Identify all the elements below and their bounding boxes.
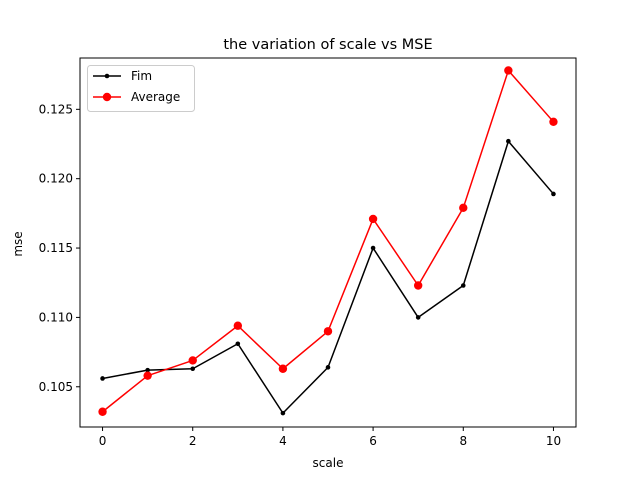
legend-box xyxy=(87,65,195,112)
plot-area xyxy=(79,57,577,428)
y-tick-label: 0.115 xyxy=(39,241,73,255)
y-tick-label: 0.110 xyxy=(39,310,73,324)
data-point-average xyxy=(233,321,243,330)
legend: Fim Average xyxy=(87,65,195,112)
data-point-fim xyxy=(460,283,466,288)
data-point-average xyxy=(504,66,513,75)
data-point-fim xyxy=(506,138,511,144)
y-axis-label: mse xyxy=(11,231,25,256)
x-axis-label: scale xyxy=(313,456,344,470)
data-point-average xyxy=(278,364,288,373)
data-point-fim xyxy=(325,365,331,370)
x-axis-ticks: 0 2 4 6 8 10 xyxy=(99,427,561,448)
data-point-average xyxy=(98,407,107,416)
x-tick-label: 8 xyxy=(459,434,467,448)
data-point-average xyxy=(188,356,197,365)
y-tick-label: 0.105 xyxy=(39,380,73,394)
x-tick-label: 2 xyxy=(189,434,197,448)
data-point-fim xyxy=(415,315,421,320)
data-point-average xyxy=(459,203,468,213)
data-point-fim xyxy=(280,410,286,416)
y-axis-ticks: 0.105 0.110 0.115 0.120 0.125 xyxy=(39,102,80,394)
data-point-average xyxy=(368,214,378,224)
data-point-fim xyxy=(370,245,376,251)
y-tick-label: 0.125 xyxy=(39,102,73,116)
axes-frame xyxy=(79,57,577,428)
data-point-fim xyxy=(551,191,556,197)
data-point-fim xyxy=(100,376,105,381)
x-tick-label: 4 xyxy=(279,434,287,448)
data-point-average xyxy=(413,281,423,290)
y-tick-label: 0.120 xyxy=(39,172,73,186)
legend-marker-fim xyxy=(104,73,110,79)
data-point-average xyxy=(323,327,333,336)
chart-title: the variation of scale vs MSE xyxy=(223,37,432,53)
x-tick-label: 6 xyxy=(369,434,377,448)
x-tick-label: 0 xyxy=(99,434,107,448)
legend-label-fim: Fim xyxy=(131,69,152,83)
data-point-fim xyxy=(235,341,241,347)
x-tick-label: 10 xyxy=(546,434,561,448)
legend-marker-average xyxy=(102,92,112,102)
data-point-fim xyxy=(145,367,150,373)
data-point-average xyxy=(143,371,152,380)
legend-label-average: Average xyxy=(131,90,180,104)
data-point-average xyxy=(549,117,558,127)
data-point-fim xyxy=(190,366,196,372)
